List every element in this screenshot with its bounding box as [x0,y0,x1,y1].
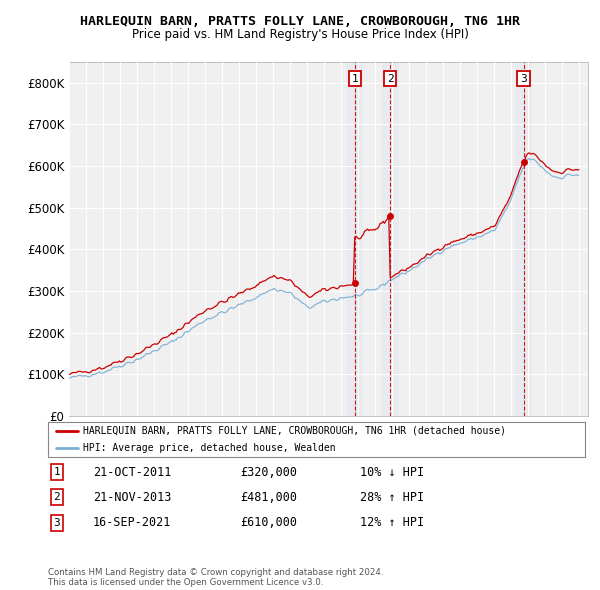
Bar [346,62,363,416]
Text: 21-OCT-2011: 21-OCT-2011 [93,466,172,478]
Text: 3: 3 [520,74,527,84]
Text: £320,000: £320,000 [240,466,297,478]
Text: 16-SEP-2021: 16-SEP-2021 [93,516,172,529]
Text: 21-NOV-2013: 21-NOV-2013 [93,491,172,504]
Text: 1: 1 [53,467,61,477]
Text: Contains HM Land Registry data © Crown copyright and database right 2024.
This d: Contains HM Land Registry data © Crown c… [48,568,383,587]
Text: HPI: Average price, detached house, Wealden: HPI: Average price, detached house, Weal… [83,444,335,453]
Text: Price paid vs. HM Land Registry's House Price Index (HPI): Price paid vs. HM Land Registry's House … [131,28,469,41]
Bar [382,62,399,416]
Text: HARLEQUIN BARN, PRATTS FOLLY LANE, CROWBOROUGH, TN6 1HR (detached house): HARLEQUIN BARN, PRATTS FOLLY LANE, CROWB… [83,426,506,435]
Text: £610,000: £610,000 [240,516,297,529]
Text: 12% ↑ HPI: 12% ↑ HPI [360,516,424,529]
Text: HARLEQUIN BARN, PRATTS FOLLY LANE, CROWBOROUGH, TN6 1HR: HARLEQUIN BARN, PRATTS FOLLY LANE, CROWB… [80,15,520,28]
Text: 2: 2 [387,74,394,84]
Text: 10% ↓ HPI: 10% ↓ HPI [360,466,424,478]
Text: 1: 1 [352,74,358,84]
Bar [515,62,532,416]
Text: 28% ↑ HPI: 28% ↑ HPI [360,491,424,504]
Text: 3: 3 [53,518,61,527]
Text: 2: 2 [53,493,61,502]
Text: £481,000: £481,000 [240,491,297,504]
